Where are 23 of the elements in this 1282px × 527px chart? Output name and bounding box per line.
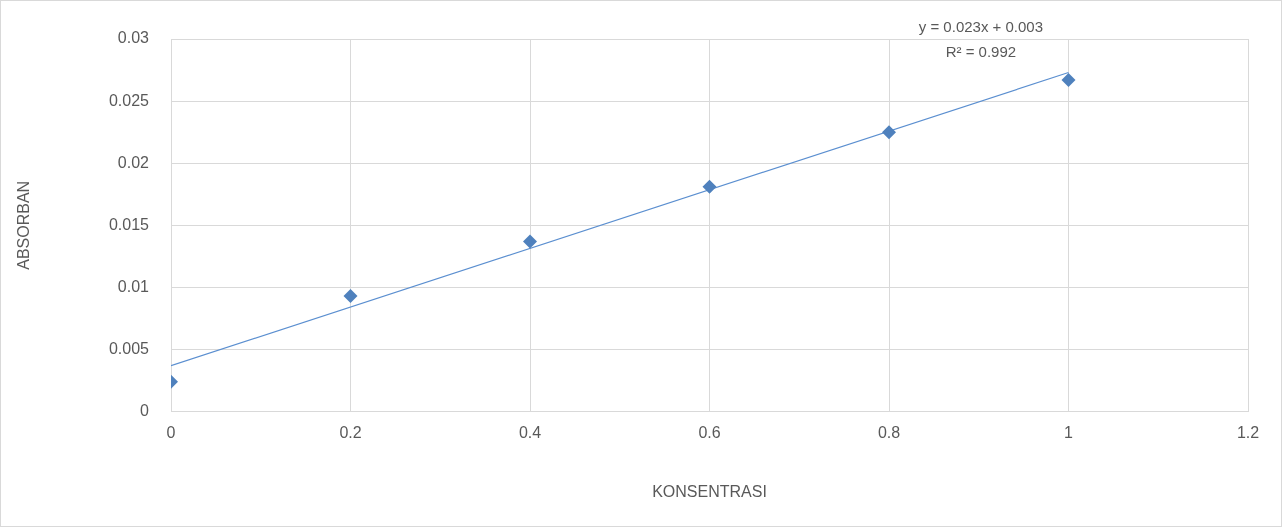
y-tick-label: 0.03	[117, 29, 150, 47]
x-axis-title: KONSENTRASI	[652, 482, 767, 500]
y-tick-label: 0.015	[108, 215, 150, 233]
y-axis-title: ABSORBAN	[15, 180, 33, 270]
y-tick-label: 0.01	[117, 277, 150, 295]
point	[882, 125, 896, 140]
x-tick-label: 0.4	[518, 423, 542, 441]
text: y = 0.023x + 0.003	[918, 18, 1044, 36]
y-tick-label: 0.02	[117, 153, 150, 171]
point	[523, 234, 537, 249]
y-tick-label: 0.005	[108, 339, 150, 357]
x-tick-label: 0	[166, 423, 176, 441]
point	[702, 179, 717, 194]
x-tick-label: 0.8	[877, 423, 901, 441]
point	[343, 289, 358, 304]
annotation: R² = 0.992	[945, 43, 1017, 61]
x-tick-label: 0.2	[339, 423, 362, 441]
x-tick-label: 1.2	[1236, 423, 1260, 441]
y-tick-label: 0.025	[108, 91, 150, 109]
y-tick-label: 0	[140, 402, 150, 420]
x-tick-label: 1	[1064, 423, 1074, 441]
point	[1061, 72, 1076, 87]
x-tick-label: 0.6	[698, 423, 721, 441]
